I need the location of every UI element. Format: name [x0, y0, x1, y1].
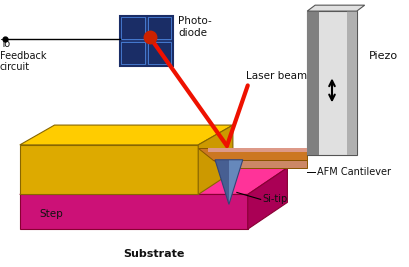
Polygon shape — [20, 168, 287, 194]
Polygon shape — [306, 11, 318, 155]
Polygon shape — [20, 145, 198, 194]
Text: Step: Step — [40, 209, 63, 219]
Polygon shape — [208, 148, 306, 152]
Polygon shape — [213, 160, 306, 168]
Polygon shape — [119, 16, 173, 66]
Text: Substrate: Substrate — [123, 249, 184, 259]
Text: Photo-
diode: Photo- diode — [178, 16, 211, 38]
Polygon shape — [198, 148, 306, 160]
Polygon shape — [247, 168, 287, 229]
Text: To
Feedback
circuit: To Feedback circuit — [0, 39, 46, 72]
Text: Laser beam: Laser beam — [245, 70, 306, 81]
Polygon shape — [306, 5, 364, 11]
Polygon shape — [121, 43, 144, 64]
Text: Si-tip: Si-tip — [262, 194, 287, 205]
Polygon shape — [148, 43, 171, 64]
Text: AFM Cantilever: AFM Cantilever — [316, 167, 390, 177]
Polygon shape — [215, 160, 228, 204]
Polygon shape — [215, 160, 242, 204]
Polygon shape — [20, 194, 247, 229]
Polygon shape — [20, 125, 232, 145]
Text: Piezo: Piezo — [368, 51, 397, 61]
Polygon shape — [346, 11, 356, 155]
Polygon shape — [306, 11, 356, 155]
Polygon shape — [148, 18, 171, 39]
Polygon shape — [198, 125, 232, 194]
Polygon shape — [121, 18, 144, 39]
